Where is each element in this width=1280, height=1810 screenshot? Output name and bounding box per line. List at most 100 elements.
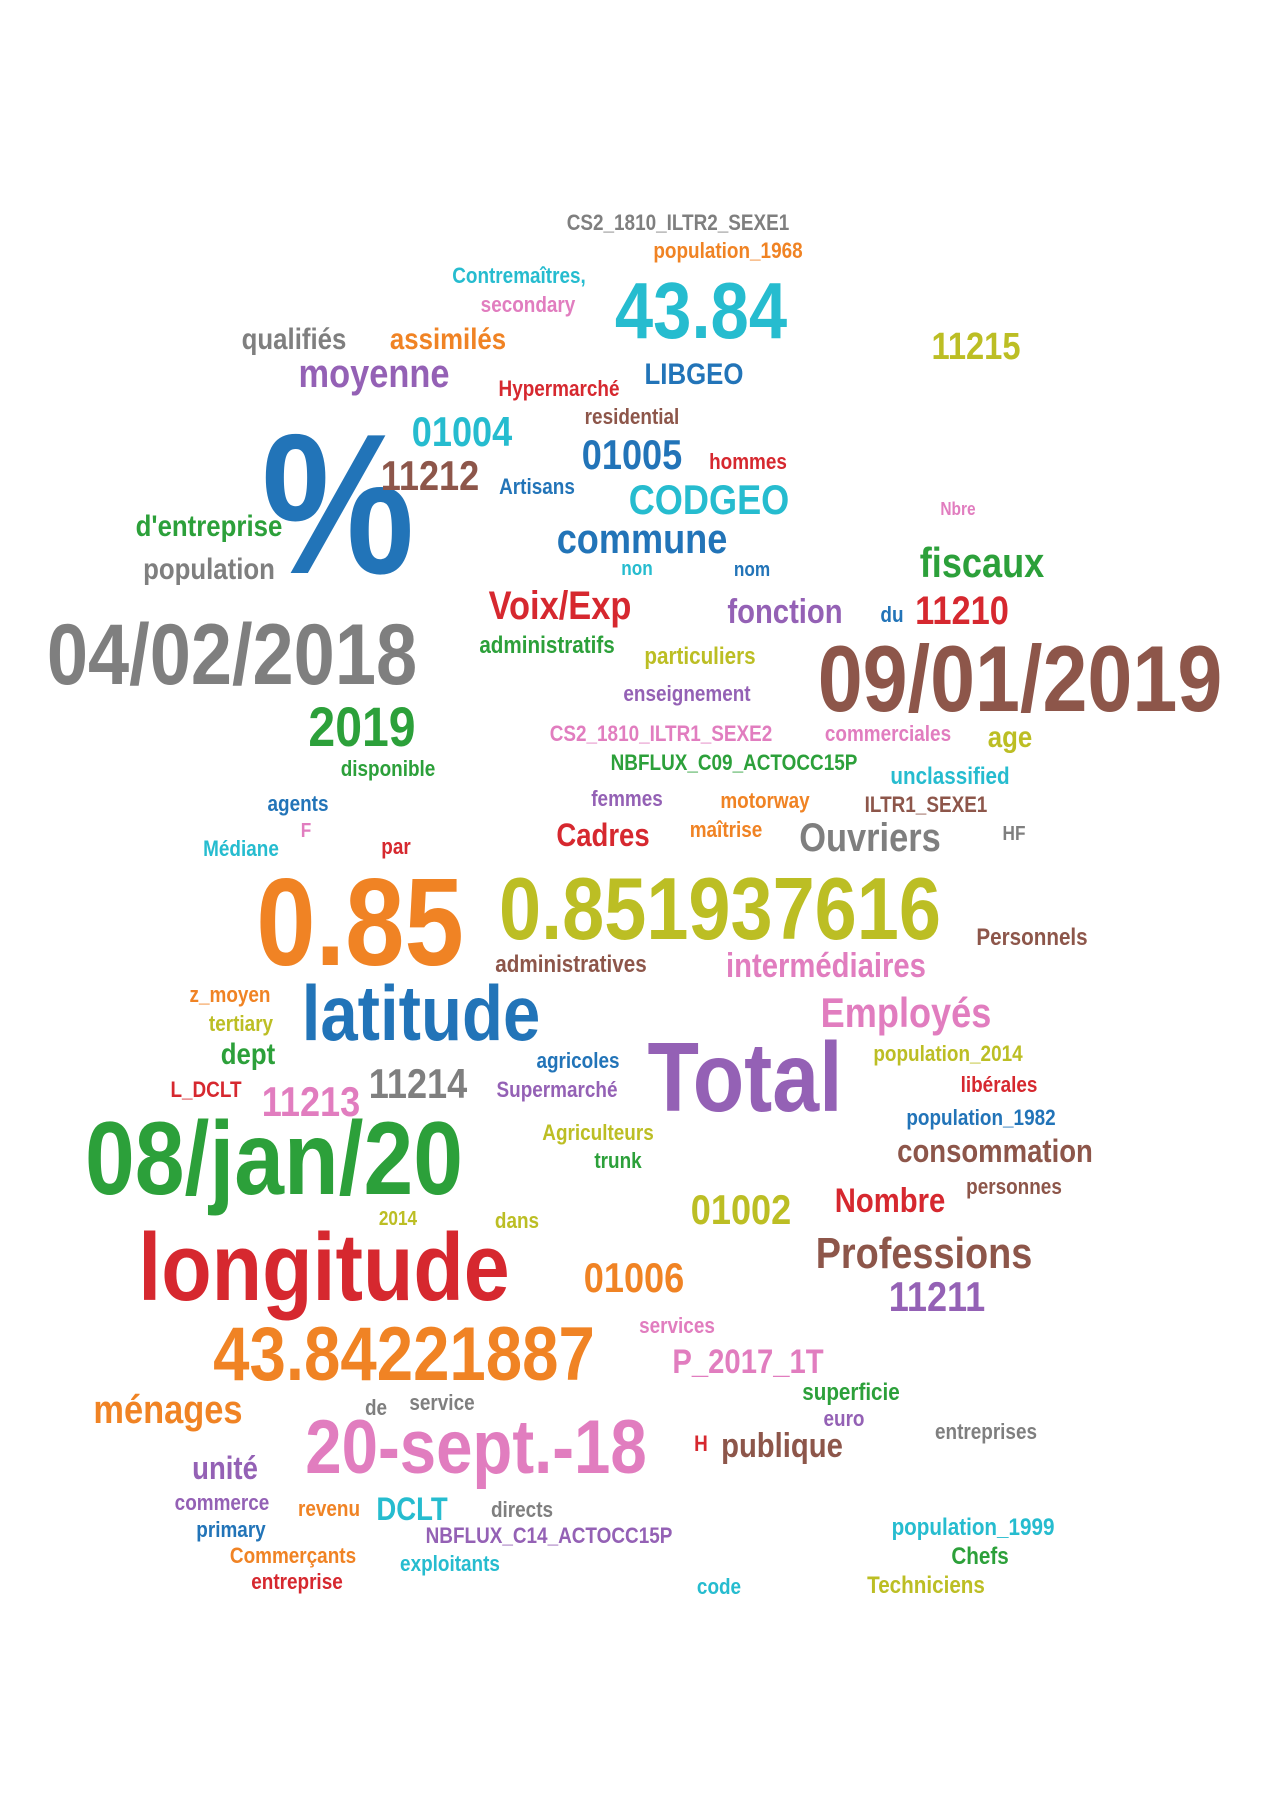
word: CS2_1810_ILTR1_SEXE2	[549, 721, 773, 746]
word: enseignement	[623, 681, 751, 706]
word: administratifs	[479, 632, 615, 659]
word: LIBGEO	[644, 358, 744, 391]
word: 11211	[888, 1273, 986, 1320]
word: z_moyen	[189, 982, 271, 1007]
word: tertiary	[208, 1011, 274, 1036]
word: directs	[490, 1497, 554, 1522]
word: Médiane	[203, 836, 279, 861]
word: 2019	[308, 695, 416, 758]
word: CODGEO	[628, 476, 790, 523]
word: services	[639, 1313, 715, 1338]
word: 11214	[368, 1060, 468, 1107]
word: revenu	[297, 1496, 361, 1521]
word: dans	[494, 1208, 540, 1233]
word: 04/02/2018	[46, 607, 418, 703]
word: P_2017_1T	[672, 1343, 824, 1381]
word: 11213	[261, 1078, 361, 1125]
word: ménages	[93, 1388, 243, 1432]
word: Ouvriers	[799, 816, 941, 860]
word: qualifiés	[241, 323, 347, 356]
word: population_1968	[653, 238, 803, 263]
word: libérales	[960, 1072, 1038, 1097]
word: assimilés	[389, 323, 507, 356]
word: commerce	[174, 1490, 270, 1515]
word: commune	[556, 515, 728, 562]
word: 2014	[378, 1208, 418, 1230]
word: 11212	[380, 452, 480, 499]
word: F	[300, 820, 312, 842]
word: Nombre	[834, 1182, 946, 1220]
word: DCLT	[376, 1491, 448, 1527]
word: disponible	[340, 756, 436, 781]
word: population	[143, 553, 275, 586]
word: euro	[823, 1406, 865, 1431]
word: H	[694, 1431, 708, 1456]
word: trunk	[594, 1148, 642, 1173]
word: maîtrise	[689, 817, 763, 842]
word: intermédiaires	[726, 947, 926, 985]
word: par	[381, 834, 411, 859]
word: primary	[196, 1517, 266, 1542]
word: 11215	[931, 326, 1021, 368]
word: 11210	[915, 589, 1009, 633]
word: de	[364, 1395, 388, 1420]
word: unité	[192, 1450, 258, 1486]
word: latitude	[301, 969, 541, 1057]
word: population_1982	[906, 1105, 1056, 1130]
word: femmes	[591, 786, 663, 811]
word: publique	[721, 1427, 843, 1465]
word: personnes	[966, 1174, 1062, 1199]
word: NBFLUX_C14_ACTOCC15P	[425, 1523, 673, 1548]
word: moyenne	[298, 352, 450, 396]
word: Supermarché	[496, 1077, 618, 1102]
word: 01005	[581, 431, 683, 478]
word: unclassified	[890, 763, 1010, 790]
word: 20-sept.-18	[305, 1405, 647, 1490]
word: longitude	[138, 1214, 510, 1321]
word: 09/01/2019	[817, 626, 1223, 731]
word: 01002	[690, 1186, 792, 1233]
word: nom	[733, 559, 771, 581]
word: fonction	[727, 593, 843, 631]
word: Employés	[820, 989, 992, 1036]
word: Cadres	[556, 817, 650, 853]
word: superficie	[802, 1379, 900, 1406]
word: CS2_1810_ILTR2_SEXE1	[566, 210, 790, 235]
word: code	[696, 1574, 742, 1599]
word: agricoles	[536, 1048, 620, 1073]
word: hommes	[709, 449, 787, 474]
word: HF	[1002, 823, 1026, 845]
word: 0.851937616	[499, 859, 941, 958]
word: secondary	[480, 292, 576, 317]
word: Nbre	[940, 499, 976, 519]
word: agents	[267, 791, 329, 816]
word: residential	[584, 404, 680, 429]
word: population_1999	[891, 1514, 1055, 1541]
word: 01004	[411, 408, 513, 455]
word: Commerçants	[229, 1543, 357, 1568]
word: consommation	[897, 1133, 1093, 1169]
word: ILTR1_SEXE1	[864, 792, 988, 817]
word: Personnels	[976, 924, 1088, 951]
word: particuliers	[644, 643, 756, 670]
word: Chefs	[951, 1543, 1009, 1570]
word: commerciales	[824, 721, 952, 746]
word: dept	[220, 1038, 276, 1071]
word: exploitants	[400, 1551, 500, 1576]
word: Techniciens	[867, 1572, 985, 1599]
word: L_DCLT	[170, 1077, 242, 1102]
word: entreprises	[934, 1419, 1038, 1444]
word: 08/jan/20	[85, 1101, 463, 1217]
word: d'entreprise	[135, 510, 283, 543]
word: Total	[647, 1022, 843, 1132]
word: 43.84221887	[213, 1312, 595, 1397]
word: Hypermarché	[498, 376, 620, 401]
word: 43.84	[614, 266, 788, 355]
word: Agriculteurs	[542, 1120, 654, 1145]
word: population_2014	[873, 1041, 1023, 1066]
word: age	[987, 721, 1033, 754]
word: 0.85	[256, 854, 464, 992]
word: du	[880, 602, 904, 627]
word: service	[409, 1390, 475, 1415]
